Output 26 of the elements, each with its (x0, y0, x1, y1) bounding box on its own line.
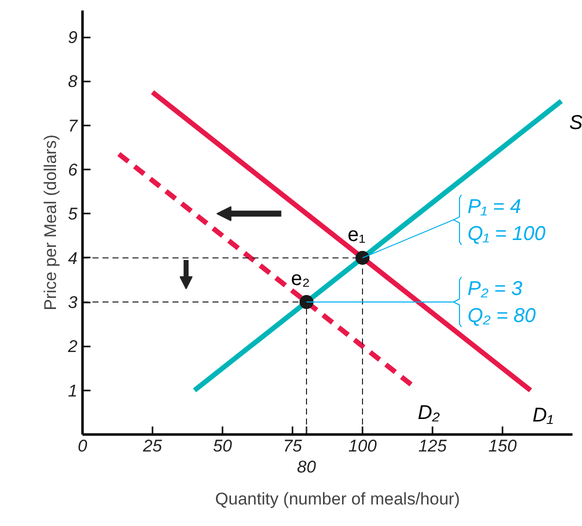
y-axis-title: Price per Meal (dollars) (41, 134, 60, 310)
x-tick-label: 75 (283, 436, 302, 456)
x-tick-label: 150 (488, 436, 518, 456)
y-tick-label: 7 (68, 116, 78, 136)
y-tick-label: 3 (68, 293, 78, 312)
y-tick-label: 6 (68, 160, 78, 180)
x-tick-label: 100 (348, 436, 378, 456)
y-tick-label: 9 (68, 28, 78, 47)
x-tick-label: 125 (418, 436, 448, 456)
annotation: P₂ = 3 Q₂ = 80 (468, 278, 536, 327)
x-tick-label: 25 (142, 436, 162, 456)
x-tick-label: 0 (78, 436, 88, 456)
x-tick-label: 50 (213, 436, 232, 456)
y-tick-label: 8 (68, 72, 78, 92)
y-tick-label: 1 (68, 381, 78, 400)
series-label: D₁ (532, 404, 554, 426)
text: 80 (297, 458, 316, 476)
y-tick-label: 4 (68, 248, 78, 268)
annotation: e₂ (291, 268, 310, 290)
series-label: S (569, 112, 582, 134)
annotation: P₁ = 4 Q₁ = 100 (468, 196, 546, 245)
series-label: D₂ (418, 402, 440, 424)
x-axis-title: Quantity (number of meals/hour) (215, 490, 460, 508)
y-tick-label: 2 (67, 337, 78, 356)
y-tick-label: 5 (68, 204, 78, 224)
annotation: e₁ (348, 224, 366, 246)
